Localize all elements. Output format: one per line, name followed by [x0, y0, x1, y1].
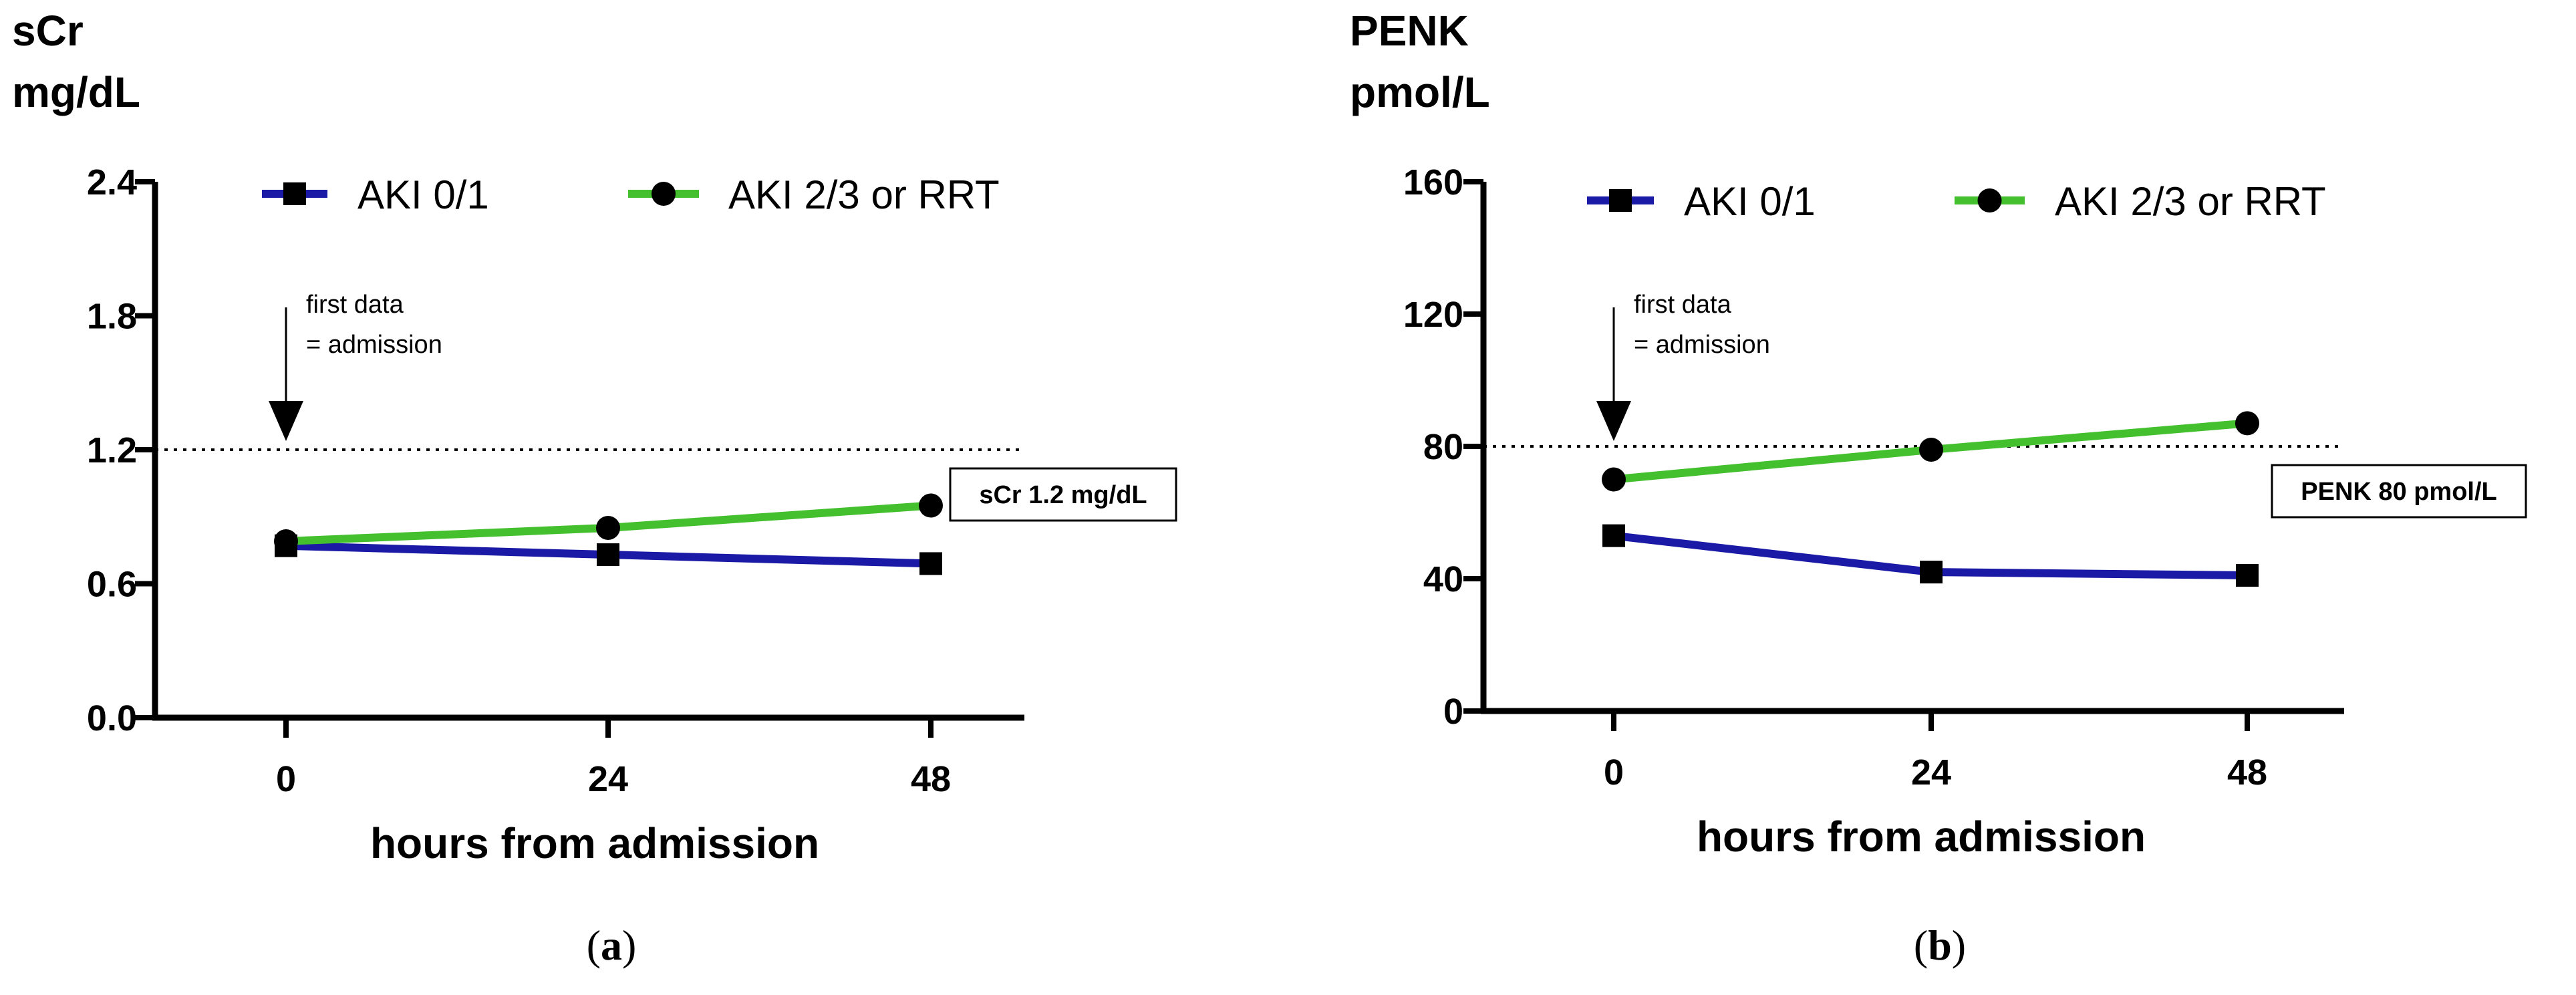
y-tick-label: 1.8: [87, 297, 137, 337]
y-tick-label: 0.6: [87, 565, 137, 605]
data-point-aki-0-1: [1920, 561, 1943, 584]
x-tick-label: 48: [911, 759, 951, 799]
caption-close-paren: ): [622, 921, 636, 969]
annotation-line2: = admission: [306, 331, 442, 359]
y-axis-title-line1: PENK: [1350, 7, 1469, 55]
annotation-line2: = admission: [1634, 331, 1770, 359]
x-tick-label: 24: [588, 759, 628, 799]
data-point-aki-0-1: [2236, 564, 2259, 587]
legend-marker-square: [1609, 189, 1632, 212]
reference-label: sCr 1.2 mg/dL: [979, 481, 1147, 509]
y-axis-title-line2: pmol/L: [1350, 68, 1490, 116]
data-point-aki-0-1: [919, 552, 942, 575]
y-tick-label: 2.4: [87, 162, 137, 202]
caption-letter: a: [601, 921, 622, 969]
panel-caption: (a): [587, 921, 637, 969]
data-point-aki-2-3: [1919, 437, 1943, 462]
caption-open-paren: (: [1914, 921, 1928, 969]
legend-marker-circle: [652, 182, 676, 206]
legend-marker-square: [283, 182, 306, 205]
y-tick-label: 40: [1423, 559, 1463, 599]
reference-label-box: [2271, 464, 2527, 519]
legend-label-aki-0-1: AKI 0/1: [1684, 179, 1816, 224]
y-tick-label: 120: [1403, 295, 1463, 335]
annotation-line1: first data: [1634, 291, 1732, 319]
x-axis-title: hours from admission: [370, 819, 819, 867]
x-tick-label: 0: [276, 759, 296, 799]
legend-label-aki-2-3: AKI 2/3 or RRT: [728, 172, 1000, 217]
chart-panel-a: sCr mg/dL 0.0 0.6 1.2 1.8 2.4 0 24 48 hours from a…: [12, 7, 1177, 969]
legend-marker-circle: [1977, 188, 2002, 212]
x-axis-title: hours from admission: [1697, 813, 2146, 861]
annotation-arrow-head: [1596, 401, 1631, 441]
caption-letter: b: [1928, 921, 1952, 969]
chart-panel-b: PENK pmol/L 0 40 80 120 160 0 24 48 hours from adm…: [1350, 7, 2527, 969]
legend-label-aki-0-1: AKI 0/1: [357, 172, 489, 217]
data-point-aki-2-3: [919, 493, 943, 518]
panel-caption: (b): [1914, 921, 1966, 969]
x-tick-label: 0: [1604, 752, 1624, 793]
annotation-arrow-head: [269, 401, 303, 441]
data-point-aki-2-3: [274, 529, 298, 554]
data-point-aki-2-3: [2235, 411, 2259, 436]
legend-label-aki-2-3: AKI 2/3 or RRT: [2055, 179, 2326, 224]
reference-label: PENK 80 pmol/L: [2301, 478, 2497, 506]
reference-label-box: [949, 467, 1177, 522]
caption-open-paren: (: [587, 921, 601, 969]
y-axis-title-line2: mg/dL: [12, 68, 140, 116]
data-point-aki-2-3: [1602, 467, 1626, 492]
y-tick-label: 0: [1443, 692, 1463, 732]
data-point-aki-0-1: [1602, 524, 1625, 547]
x-tick-label: 48: [2227, 752, 2267, 793]
x-tick-label: 24: [1911, 752, 1951, 793]
y-axis-title-line1: sCr: [12, 7, 84, 55]
y-tick-label: 80: [1423, 427, 1463, 467]
caption-close-paren: ): [1952, 921, 1966, 969]
annotation-line1: first data: [306, 291, 404, 319]
data-point-aki-2-3: [596, 515, 620, 540]
y-tick-label: 1.2: [87, 430, 137, 470]
data-point-aki-0-1: [597, 543, 619, 567]
y-tick-label: 0.0: [87, 698, 137, 738]
y-tick-label: 160: [1403, 162, 1463, 202]
